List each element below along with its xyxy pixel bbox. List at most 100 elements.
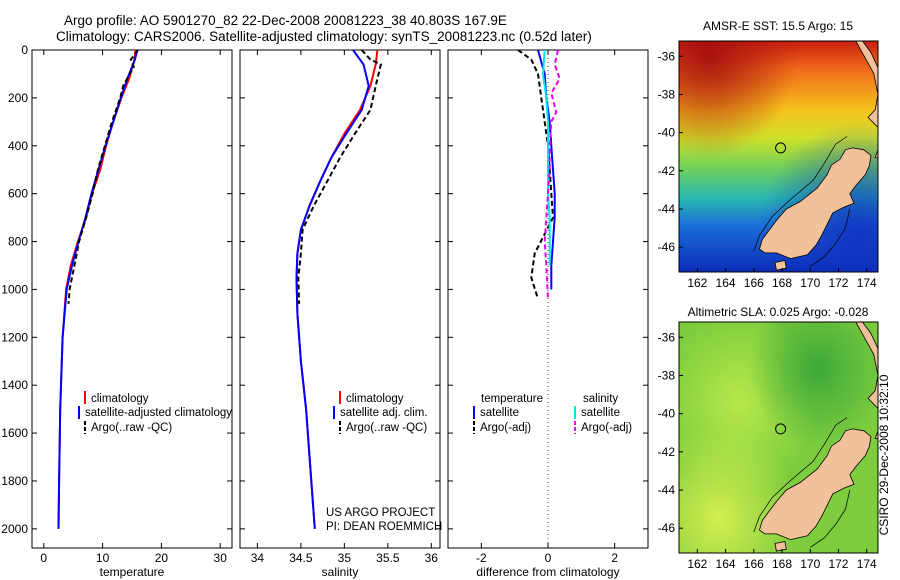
bathymetry-contour (810, 208, 851, 267)
lat-tick-label: -36 (658, 49, 676, 63)
legend-clim-label: climatology (91, 393, 149, 405)
lon-tick-label: 170 (800, 557, 820, 571)
salinity-series-argo-raw-qc- (297, 49, 383, 304)
y-tick-label: 2000 (1, 522, 28, 536)
salinity-legend: climatology satellite adj. clim. Argo(..… (326, 391, 442, 533)
temperature-x-axis-label: temperature (100, 565, 165, 579)
sla-map: 162 164 166 168 170 172 174 -36 -38 -40 -42 -44 -46 (658, 321, 879, 571)
y-tick-label: 1000 (1, 282, 28, 296)
difference-legend: temperature salinity satellite Argo(-adj… (473, 393, 632, 434)
lat-tick-label: -38 (658, 87, 676, 101)
sst-map: 162 164 166 168 170 172 174 -36 -38 -40 -42 -44 -46 (658, 40, 879, 290)
lon-tick-label: 164 (716, 276, 736, 290)
x-tick-label: 34.5 (289, 551, 313, 565)
lon-tick-label: 166 (744, 557, 764, 571)
y-tick-label: 400 (8, 139, 28, 153)
lon-tick-label: 166 (744, 276, 764, 290)
x-tick-label: 35.5 (376, 551, 400, 565)
salinity-series-satellite-adj-clim- (295, 49, 370, 529)
lon-tick-label: 174 (857, 557, 877, 571)
y-tick-label: 1800 (1, 474, 28, 488)
bathymetry-contour (753, 417, 848, 533)
x-tick-label: 0 (40, 551, 47, 565)
lon-tick-label: 162 (687, 557, 707, 571)
lon-tick-label: 172 (828, 276, 848, 290)
x-tick-label: 20 (155, 551, 169, 565)
lon-tick-label: 168 (772, 557, 792, 571)
x-tick-label: 2 (611, 551, 618, 565)
sla-map-title: Altimetric SLA: 0.025 Argo: -0.028 (688, 305, 869, 319)
lon-tick-label: 174 (857, 276, 877, 290)
difference-series-salinity-argo-adj- (543, 49, 561, 300)
bathymetry-contour (810, 489, 851, 548)
lon-tick-label: 168 (772, 276, 792, 290)
temperature-series-argo-raw-qc- (67, 49, 139, 304)
legend-sal-sat-label: satellite (581, 407, 620, 419)
legend-temp-sat-label: satellite (480, 407, 519, 419)
lat-tick-label: -38 (658, 368, 676, 382)
legend-sat-label: satellite adj. clim. (340, 407, 428, 419)
difference-series-salinity-satellite (541, 49, 551, 266)
title-line-1: Argo profile: AO 5901270_82 22-Dec-2008 … (64, 13, 507, 28)
title-line-2: Climatology: CARS2006. Satellite-adjuste… (56, 29, 592, 44)
x-tick-label: -2 (476, 551, 487, 565)
lon-tick-label: 170 (800, 276, 820, 290)
temperature-series-satellite-adjusted-climatology (57, 49, 139, 529)
lat-tick-label: -42 (658, 164, 676, 178)
lon-tick-label: 172 (828, 557, 848, 571)
lat-tick-label: -44 (658, 483, 676, 497)
y-tick-label: 1200 (1, 330, 28, 344)
lat-tick-label: -46 (658, 240, 676, 254)
lon-tick-label: 162 (687, 276, 707, 290)
legend-sat-label: satellite-adjusted climatology (85, 407, 232, 419)
y-tick-label: 1600 (1, 426, 28, 440)
salinity-axes-frame (239, 49, 441, 549)
lat-tick-label: -40 (658, 126, 676, 140)
sst-map-title: AMSR-E SST: 15.5 Argo: 15 (703, 19, 853, 33)
salinity-x-axis-label: salinity (322, 565, 359, 579)
stewart-island-land (774, 541, 787, 552)
legend-temp-header: temperature (481, 393, 543, 405)
south-island-land (758, 428, 872, 541)
stewart-island-land (774, 260, 787, 271)
x-tick-label: 35 (338, 551, 352, 565)
sla-map-frame (678, 321, 879, 554)
lat-tick-label: -36 (658, 330, 676, 344)
x-tick-label: 34 (251, 551, 265, 565)
legend-sal-argo-label: Argo(-adj) (581, 422, 632, 434)
difference-x-axis-label: difference from climatology (476, 565, 619, 579)
north-island-land (855, 322, 878, 440)
south-island-land (758, 147, 872, 260)
temperature-legend: climatology satellite-adjusted climatolo… (78, 391, 232, 434)
legend-clim-label: climatology (346, 393, 404, 405)
x-tick-label: 0 (545, 551, 552, 565)
pi-credit: PI: DEAN ROEMMICH (326, 521, 442, 533)
lat-tick-label: -46 (658, 521, 676, 535)
x-tick-label: 30 (214, 551, 228, 565)
legend-argo-label: Argo(..raw -QC) (346, 422, 427, 434)
temperature-axes-frame (31, 49, 233, 549)
y-tick-label: 0 (21, 43, 28, 57)
y-tick-label: 600 (8, 187, 28, 201)
y-tick-label: 800 (8, 235, 28, 249)
y-tick-label: 1400 (1, 378, 28, 392)
lon-tick-label: 164 (716, 557, 736, 571)
legend-temp-argo-label: Argo(-adj) (480, 422, 531, 434)
legend-argo-label: Argo(..raw -QC) (91, 422, 172, 434)
north-island-land (855, 41, 878, 159)
lat-tick-label: -40 (658, 407, 676, 421)
profile-location-marker (775, 142, 787, 154)
lat-tick-label: -44 (658, 202, 676, 216)
temperature-panel: 0 10 20 30 temperature 0 200 400 600 800 1000 1200 1… (1, 43, 233, 579)
y-tick-label: 200 (8, 91, 28, 105)
profile-location-marker (775, 423, 787, 435)
legend-sal-header: salinity (583, 393, 618, 405)
sst-map-frame (678, 40, 879, 273)
salinity-panel: 34 34.5 35 35.5 36 salinity (239, 49, 441, 579)
project-credit: US ARGO PROJECT (326, 507, 435, 519)
x-tick-label: 36 (425, 551, 439, 565)
x-tick-label: 10 (96, 551, 110, 565)
csiro-timestamp: CSIRO 29-Dec-2008 10:32:10 (877, 374, 891, 536)
